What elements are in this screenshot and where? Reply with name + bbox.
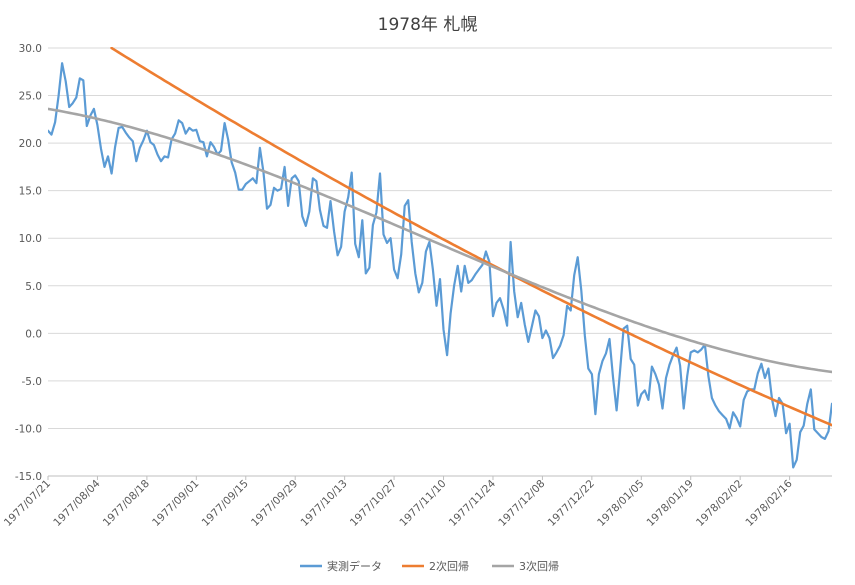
x-tick-label: 1977/10/27 — [348, 478, 399, 529]
gridlines — [48, 47, 832, 477]
y-tick-label: 10.0 — [19, 233, 42, 245]
y-tick-label: -15.0 — [15, 471, 42, 483]
legend-label-2: 2次回帰 — [429, 559, 469, 573]
chart-title: 1978年 札幌 — [377, 15, 478, 35]
x-tick-label: 1977/12/22 — [546, 478, 597, 529]
x-tick-label: 1977/12/08 — [496, 478, 547, 529]
x-tick-label: 1977/10/13 — [298, 478, 349, 529]
y-axis-ticks: 30.0 25.0 20.0 15.0 10.0 5.0 0.0 -5.0 -10.0 -15.0 — [15, 43, 42, 483]
x-tick-label: 1977/11/10 — [397, 478, 448, 529]
legend: 実測データ 2次回帰 3次回帰 — [300, 559, 559, 573]
x-tick-label: 1977/08/04 — [51, 477, 103, 529]
x-axis-ticks: 1977/07/211977/08/041977/08/181977/09/01… — [2, 476, 795, 529]
x-tick-label: 1977/08/18 — [101, 478, 152, 529]
x-tick-label: 1978/02/02 — [694, 478, 745, 529]
series-line-3 — [48, 107, 832, 374]
y-tick-label: -5.0 — [22, 376, 43, 388]
y-tick-label: 25.0 — [19, 91, 42, 103]
series-lines — [48, 47, 832, 469]
series-line-1 — [48, 62, 832, 469]
y-tick-label: 20.0 — [19, 138, 42, 150]
legend-label-1: 実測データ — [327, 559, 382, 573]
x-tick-label: 1977/09/29 — [249, 478, 300, 529]
x-tick-label: 1977/07/21 — [2, 478, 53, 529]
y-tick-label: 30.0 — [19, 43, 42, 55]
y-tick-label: 0.0 — [25, 328, 42, 340]
x-tick-label: 1978/01/05 — [595, 478, 646, 529]
y-tick-label: -10.0 — [15, 423, 42, 435]
x-tick-label: 1977/11/24 — [447, 477, 499, 529]
x-tick-label: 1978/02/16 — [743, 477, 795, 529]
x-tick-label: 1978/01/19 — [645, 478, 696, 529]
legend-label-3: 3次回帰 — [519, 559, 559, 573]
x-tick-label: 1977/09/01 — [150, 478, 201, 529]
y-tick-label: 5.0 — [25, 281, 42, 293]
series-line-2 — [110, 47, 832, 427]
x-tick-label: 1977/09/15 — [200, 478, 251, 529]
y-tick-label: 15.0 — [19, 186, 42, 198]
